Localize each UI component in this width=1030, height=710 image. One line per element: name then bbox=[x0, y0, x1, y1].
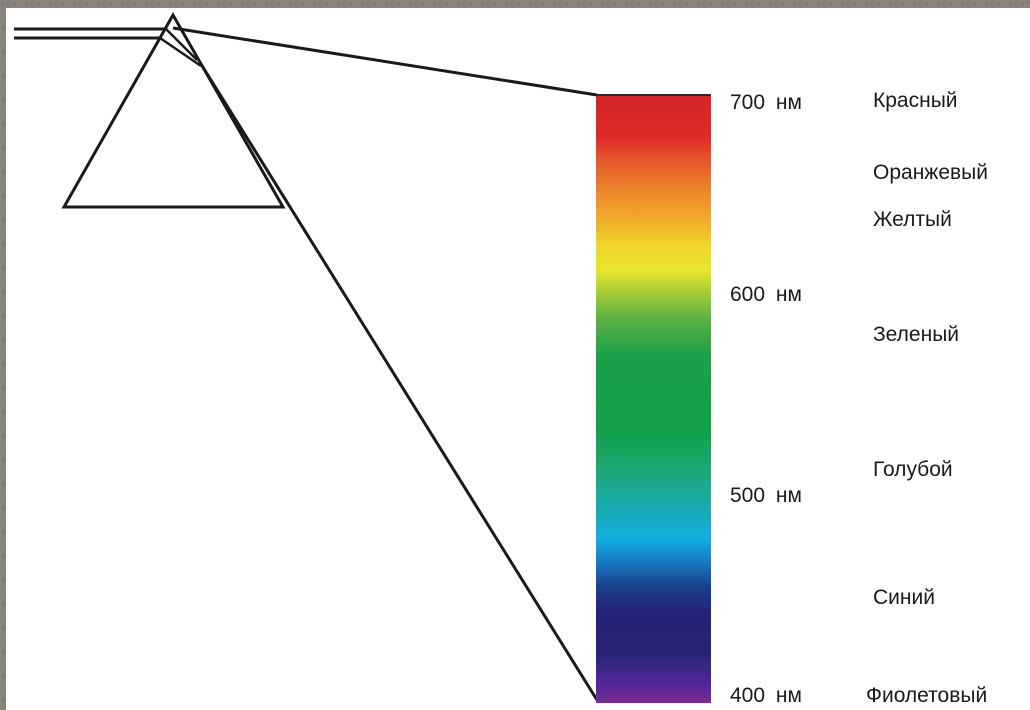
color-label-green: Зеленый bbox=[873, 323, 960, 346]
color-label-yellow: Желтый bbox=[873, 208, 952, 231]
color-label-violet: Фиолетовый bbox=[866, 684, 988, 707]
refracted-ray-inner-1 bbox=[165, 28, 198, 61]
wavelength-label-700: 700 нм bbox=[730, 91, 802, 114]
diagram-panel bbox=[6, 8, 1030, 710]
color-label-blue: Синий bbox=[873, 586, 935, 609]
spectrum-bar bbox=[596, 95, 711, 703]
prism-triangle bbox=[61, 11, 286, 209]
refracted-ray-inner-2 bbox=[159, 36, 202, 68]
violet-ray bbox=[199, 63, 599, 701]
color-label-orange: Оранжевый bbox=[873, 161, 988, 184]
wavelength-label-600: 600 нм bbox=[730, 283, 802, 306]
red-ray bbox=[172, 26, 598, 97]
color-label-cyan: Голубой bbox=[873, 458, 953, 481]
color-label-red: Красный bbox=[873, 89, 958, 112]
wavelength-label-500: 500 нм bbox=[730, 484, 802, 507]
wavelength-label-400: 400 нм bbox=[730, 684, 802, 707]
